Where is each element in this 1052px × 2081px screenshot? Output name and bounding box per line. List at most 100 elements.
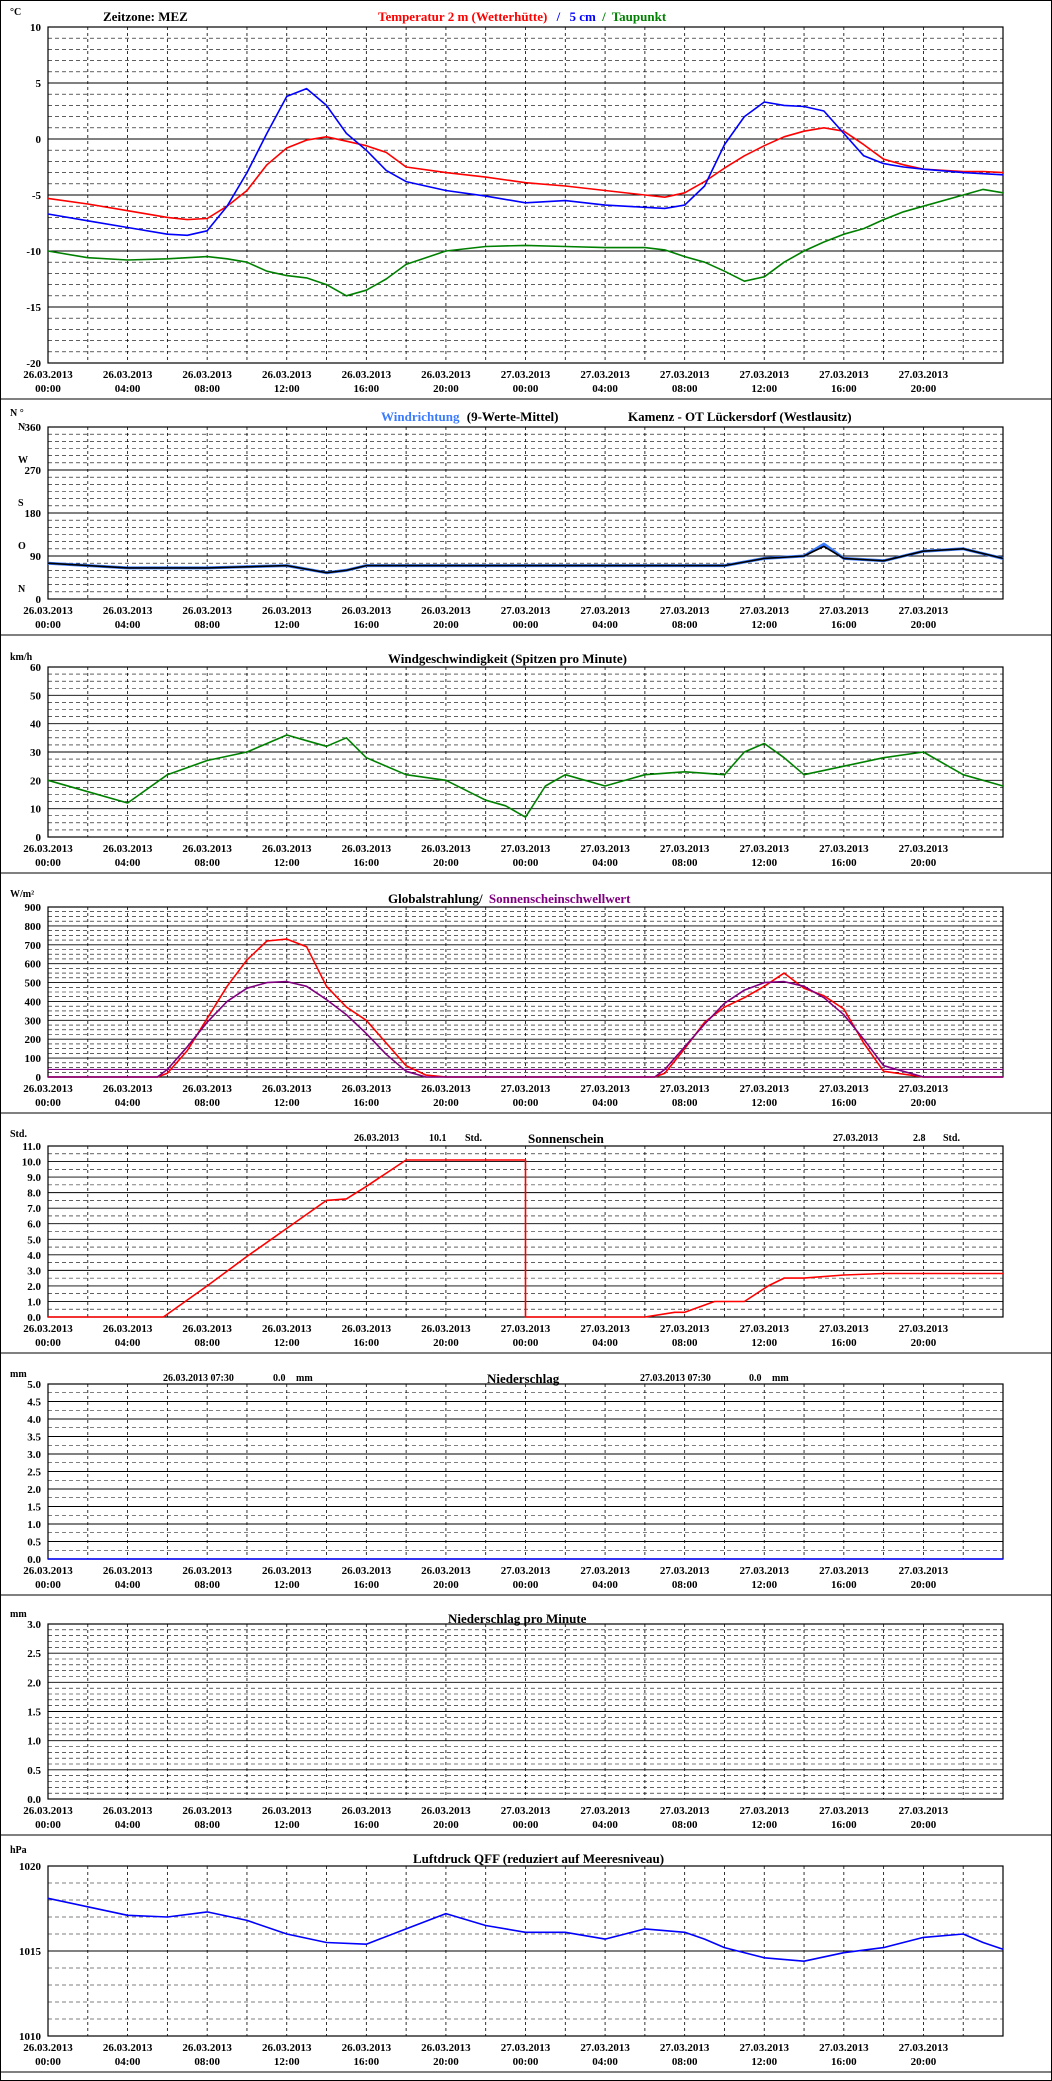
wspd-unit: km/h (10, 652, 33, 663)
y-tick-label: 0 (36, 832, 42, 844)
x-tick-time: 00:00 (513, 1337, 539, 1349)
glob-title: Globalstrahlung/ Sonnenscheinschwellwert (388, 891, 631, 906)
x-tick-time: 08:00 (672, 857, 698, 869)
x-tick-date: 26.03.2013 (103, 1083, 153, 1095)
sun-unit: Std. (10, 1129, 27, 1140)
x-tick-date: 27.03.2013 (660, 1565, 710, 1577)
x-tick-time: 16:00 (353, 1579, 379, 1591)
x-tick-date: 27.03.2013 (580, 1323, 630, 1335)
plot-frame (47, 426, 1004, 600)
plot-frame (47, 26, 1004, 364)
x-tick-date: 27.03.2013 (740, 2042, 790, 2054)
x-tick-date: 27.03.2013 (501, 1323, 551, 1335)
y-tick-label: 0.0 (27, 1312, 41, 1324)
x-tick-time: 04:00 (592, 1337, 618, 1349)
glob-unit: W/m² (10, 889, 34, 900)
y-tick-label: 0.0 (27, 1794, 41, 1806)
x-tick-time: 08:00 (194, 857, 220, 869)
prec-right-unit: mm (772, 1373, 789, 1384)
wdir-title-black: (9-Werte-Mittel) (467, 409, 559, 424)
x-tick-date: 26.03.2013 (342, 605, 392, 617)
y-tick-label: 3.5 (27, 1432, 41, 1444)
x-tick-date: 26.03.2013 (262, 369, 312, 381)
y-tick-label: 3.0 (27, 1619, 41, 1631)
x-tick-time: 12:00 (274, 1819, 300, 1831)
x-tick-date: 27.03.2013 (740, 369, 790, 381)
y-tick-label: 700 (25, 940, 42, 952)
y-tick-label: 50 (30, 690, 42, 702)
y-tick-label: 4.0 (27, 1250, 41, 1262)
press-unit: hPa (10, 1845, 27, 1856)
x-tick-date: 27.03.2013 (899, 605, 949, 617)
x-tick-time: 04:00 (592, 1579, 618, 1591)
x-tick-date: 26.03.2013 (421, 1323, 471, 1335)
x-tick-date: 27.03.2013 (660, 2042, 710, 2054)
x-tick-time: 00:00 (513, 1819, 539, 1831)
y-tick-label: 5.0 (27, 1379, 41, 1391)
x-tick-date: 26.03.2013 (262, 1565, 312, 1577)
x-tick-date: 27.03.2013 (899, 1083, 949, 1095)
x-tick-date: 27.03.2013 (819, 2042, 869, 2054)
x-tick-time: 20:00 (433, 2056, 459, 2068)
x-tick-date: 27.03.2013 (819, 1565, 869, 1577)
glob-title-black: Globalstrahlung/ (388, 891, 483, 906)
temp-unit: °C (10, 7, 21, 18)
x-tick-time: 12:00 (274, 383, 300, 395)
x-tick-time: 20:00 (911, 857, 937, 869)
x-tick-time: 08:00 (194, 1097, 220, 1109)
y-tick-label: 0.0 (27, 1554, 41, 1566)
sun-chart: 11.010.09.08.07.06.05.04.03.02.01.00.026… (0, 1141, 1052, 1354)
x-tick-time: 20:00 (433, 619, 459, 631)
x-tick-time: 16:00 (353, 619, 379, 631)
x-tick-date: 27.03.2013 (501, 1805, 551, 1817)
x-tick-date: 26.03.2013 (342, 1565, 392, 1577)
x-tick-date: 27.03.2013 (660, 369, 710, 381)
x-tick-date: 27.03.2013 (740, 1805, 790, 1817)
prec-left-value: 0.0 (273, 1373, 286, 1384)
x-tick-date: 26.03.2013 (182, 1083, 232, 1095)
x-tick-date: 26.03.2013 (262, 843, 312, 855)
x-tick-date: 27.03.2013 (580, 605, 630, 617)
y-tick-label: 0.5 (27, 1537, 41, 1549)
x-tick-time: 04:00 (115, 1337, 141, 1349)
compass-letter: N (18, 584, 26, 595)
y-tick-label: 0 (36, 594, 42, 606)
x-tick-date: 27.03.2013 (899, 369, 949, 381)
prec-right-value: 0.0 (749, 1373, 762, 1384)
series-line-blue (47, 87, 1004, 237)
compass-letter: W (18, 455, 28, 466)
x-tick-date: 27.03.2013 (580, 1083, 630, 1095)
y-tick-label: 1010 (19, 2031, 42, 2043)
x-tick-time: 00:00 (35, 857, 61, 869)
x-tick-date: 26.03.2013 (103, 605, 153, 617)
temp-title-sep2: / (601, 9, 606, 24)
x-tick-date: 26.03.2013 (421, 1565, 471, 1577)
x-tick-time: 04:00 (592, 1097, 618, 1109)
x-tick-date: 26.03.2013 (262, 1805, 312, 1817)
y-tick-label: 1.5 (27, 1502, 41, 1514)
prec-title: Niederschlag (487, 1371, 560, 1386)
x-tick-time: 12:00 (751, 1819, 777, 1831)
x-tick-date: 26.03.2013 (23, 369, 73, 381)
x-tick-time: 04:00 (592, 1819, 618, 1831)
x-tick-time: 20:00 (911, 619, 937, 631)
x-tick-date: 26.03.2013 (421, 2042, 471, 2054)
x-tick-time: 00:00 (35, 619, 61, 631)
x-tick-time: 12:00 (274, 1097, 300, 1109)
x-tick-time: 12:00 (274, 619, 300, 631)
y-tick-label: -5 (32, 190, 42, 202)
x-tick-time: 04:00 (115, 1579, 141, 1591)
x-tick-time: 16:00 (353, 2056, 379, 2068)
y-tick-label: 500 (25, 978, 42, 990)
y-tick-label: 5.0 (27, 1234, 41, 1246)
y-tick-label: 90 (30, 551, 42, 563)
press-chart: 10201015101026.03.201300:0026.03.201304:… (0, 1861, 1052, 2073)
x-tick-time: 16:00 (353, 383, 379, 395)
x-tick-date: 27.03.2013 (660, 1805, 710, 1817)
x-tick-time: 20:00 (433, 1819, 459, 1831)
series-line-green (47, 188, 1004, 297)
x-tick-time: 08:00 (672, 1337, 698, 1349)
x-tick-time: 08:00 (194, 619, 220, 631)
precmin-unit: mm (10, 1609, 27, 1620)
